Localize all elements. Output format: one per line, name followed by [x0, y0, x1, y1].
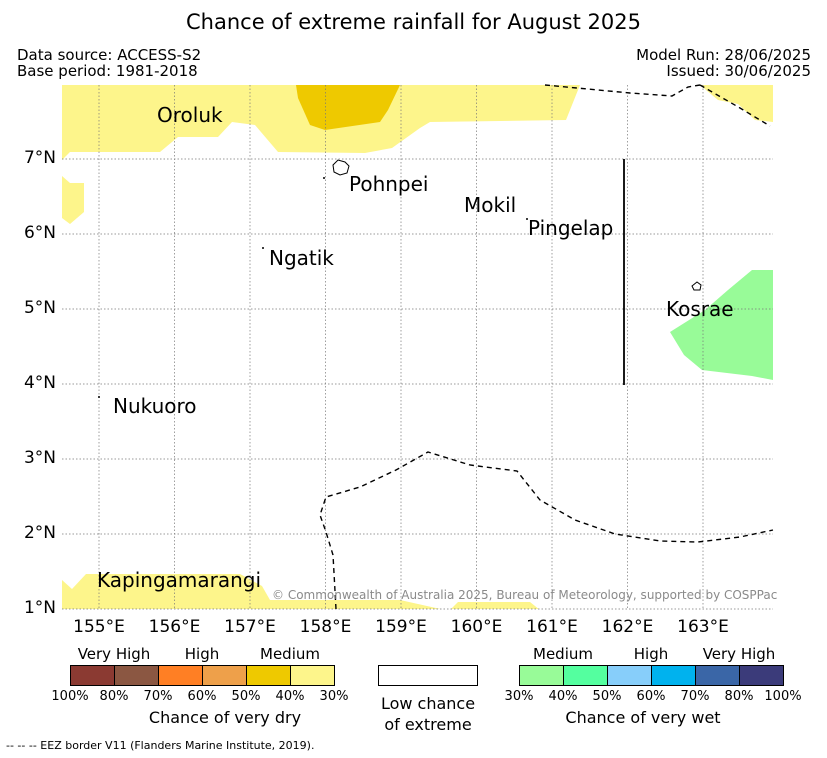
map-title: Chance of extreme rainfall for August 20…	[186, 10, 641, 34]
dry-percent-label: 50%	[231, 689, 261, 704]
wet-swatch	[739, 665, 784, 686]
eez-border	[319, 84, 774, 610]
wet-percent-label: 30%	[504, 689, 534, 704]
lat-tick-label: 4°N	[23, 373, 56, 393]
wet-percent-label: 60%	[636, 689, 666, 704]
lon-tick-label: 163°E	[677, 617, 729, 637]
dry-40-region	[296, 85, 400, 130]
label-nukuoro: Nukuoro	[113, 394, 197, 418]
label-pingelap: Pingelap	[528, 216, 614, 240]
lat-tick-label: 5°N	[23, 298, 56, 318]
lon-tick-label: 157°E	[224, 617, 276, 637]
nukuoro-island	[98, 396, 100, 398]
wet-percent-label: 100%	[764, 689, 802, 704]
dry-swatch	[114, 665, 159, 686]
wet-category-label: Medium	[533, 645, 593, 663]
wet-swatch	[519, 665, 564, 686]
ngatik-island	[262, 247, 264, 249]
wet-medium-region	[670, 270, 773, 380]
dry-category-label: High	[184, 645, 220, 663]
low-chance-line1: Low chance	[380, 694, 476, 713]
dry-category-label: Medium	[260, 645, 320, 663]
wet-percent-label: 70%	[680, 689, 710, 704]
lat-tick-label: 3°N	[23, 448, 56, 468]
lat-tick-label: 1°N	[23, 598, 56, 618]
lon-tick-label: 160°E	[450, 617, 503, 637]
wet-swatch	[695, 665, 740, 686]
dry-legend-title: Chance of very dry	[148, 708, 302, 727]
label-ngatik: Ngatik	[269, 246, 334, 270]
lon-tick-label: 159°E	[375, 617, 427, 637]
wet-percent-label: 40%	[548, 689, 578, 704]
low-chance-swatch	[378, 665, 478, 686]
dry-swatch	[202, 665, 247, 686]
lat-tick-label: 2°N	[23, 523, 56, 543]
wet-percent-label: 80%	[724, 689, 754, 704]
dry-percent-label: 60%	[187, 689, 217, 704]
copyright-notice: © Commonwealth of Australia 2025, Bureau…	[272, 588, 778, 602]
label-kapingamarangi: Kapingamarangi	[97, 568, 262, 592]
wet-legend-title: Chance of very wet	[565, 708, 721, 727]
base-period: Base period: 1981-2018	[17, 62, 198, 80]
dry-percent-label: 30%	[319, 689, 349, 704]
dry-medium-region-west	[62, 176, 84, 224]
lon-tick-label: 156°E	[148, 617, 201, 637]
dry-swatch	[158, 665, 203, 686]
pohnpei-island	[332, 159, 350, 176]
dry-medium-region-north	[62, 85, 773, 160]
wet-swatch	[651, 665, 696, 686]
graticule	[62, 85, 773, 610]
dry-swatch	[290, 665, 335, 686]
dry-medium-region-south	[62, 574, 441, 609]
lat-tick-label: 7°N	[23, 148, 56, 168]
wet-swatch	[563, 665, 608, 686]
wet-swatch	[607, 665, 652, 686]
dry-percent-label: 80%	[99, 689, 129, 704]
label-pohnpei: Pohnpei	[349, 172, 429, 196]
pohnpei-islet	[323, 177, 325, 179]
label-kosrae: Kosrae	[666, 297, 734, 321]
issued-date: Issued: 30/06/2025	[666, 62, 811, 80]
lon-tick-label: 162°E	[601, 617, 654, 637]
dry-medium-region-south-2	[451, 602, 539, 609]
data-source: Data source: ACCESS-S2	[17, 46, 202, 64]
dry-swatch	[246, 665, 291, 686]
wet-percent-label: 50%	[592, 689, 622, 704]
dry-percent-label: 70%	[143, 689, 173, 704]
label-oroluk: Oroluk	[157, 103, 223, 127]
dry-percent-label: 40%	[275, 689, 305, 704]
kosrae-island	[691, 281, 702, 291]
lon-tick-label: 155°E	[73, 617, 125, 637]
wet-category-label: Very High	[702, 645, 776, 663]
dry-swatch	[70, 665, 115, 686]
mokil-island	[526, 218, 528, 220]
label-mokil: Mokil	[464, 193, 517, 217]
wet-category-label: High	[633, 645, 669, 663]
dry-category-label: Very High	[77, 645, 151, 663]
lon-tick-label: 158°E	[299, 617, 352, 637]
lon-tick-label: 161°E	[526, 617, 578, 637]
model-run: Model Run: 28/06/2025	[636, 46, 811, 64]
eez-footnote: -- -- -- EEZ border V11 (Flanders Marine…	[6, 739, 315, 752]
dry-percent-label: 100%	[51, 689, 89, 704]
low-chance-line2: of extreme	[384, 715, 472, 734]
lat-tick-label: 6°N	[23, 223, 56, 243]
